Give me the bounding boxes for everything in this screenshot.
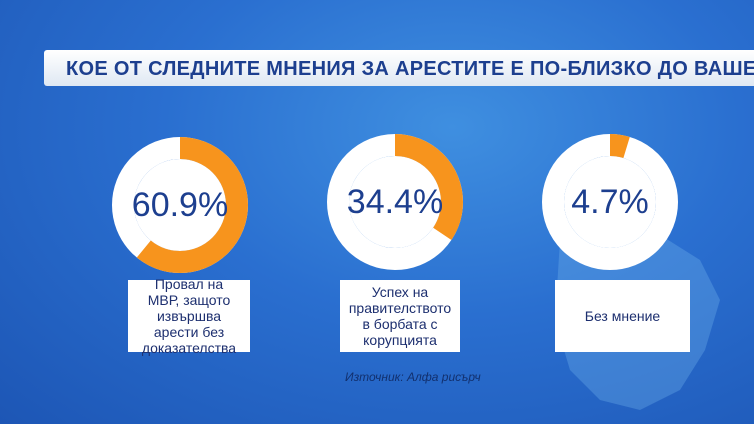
caption: Успех на правителството в борбата с кору… bbox=[340, 280, 460, 352]
caption: Без мнение bbox=[555, 280, 690, 352]
donut-inner bbox=[134, 159, 226, 251]
donut-segment bbox=[327, 134, 463, 270]
chart-title: КОЕ ОТ СЛЕДНИТЕ МНЕНИЯ ЗА АРЕСТИТЕ Е ПО-… bbox=[66, 58, 754, 80]
donut-segment bbox=[542, 134, 678, 270]
source: Източник: Алфа рисърч bbox=[345, 370, 481, 384]
value-label: 34.4% bbox=[347, 183, 443, 221]
donut-inner bbox=[349, 156, 441, 248]
value-label: 60.9% bbox=[132, 186, 228, 224]
donut-segment bbox=[112, 137, 248, 273]
donut-inner bbox=[564, 156, 656, 248]
caption: Провал на МВР, защото извършва арести бе… bbox=[128, 276, 250, 356]
title-bar: КОЕ ОТ СЛЕДНИТЕ МНЕНИЯ ЗА АРЕСТИТЕ Е ПО-… bbox=[44, 50, 754, 86]
value-label: 4.7% bbox=[571, 183, 649, 221]
